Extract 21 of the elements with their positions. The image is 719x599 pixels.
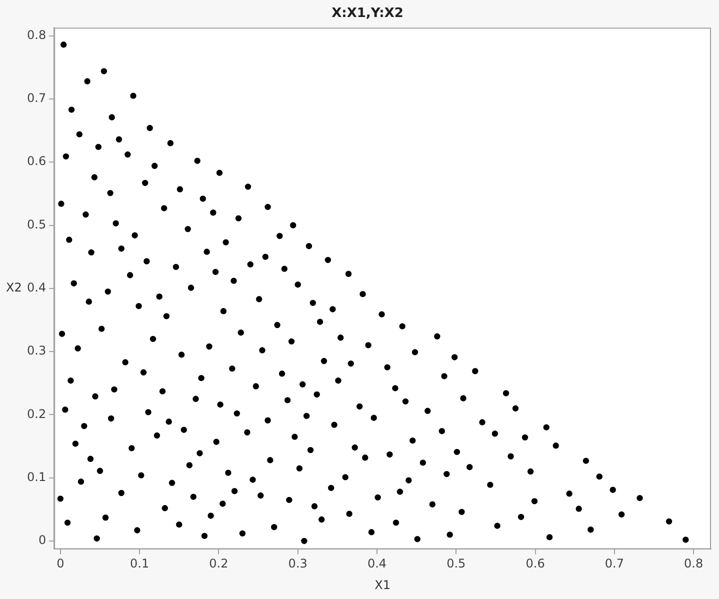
chart-title: X:X1,Y:X2 (332, 6, 404, 22)
x-tick-label: 0.5 (446, 556, 466, 571)
y-tick-label: 0.3 (26, 344, 46, 358)
y-axis-title: X2 (6, 280, 22, 295)
y-tick-label: 0.7 (26, 91, 46, 106)
x-tick-label: 0 (56, 556, 64, 571)
y-tick-label: 0.2 (26, 406, 46, 421)
x-tick-label: 0.3 (288, 556, 308, 571)
y-tick-label: 0 (38, 533, 46, 548)
x-axis-title: X1 (374, 578, 390, 592)
x-tick-label: 0.4 (367, 556, 387, 571)
x-tick-label: 0.7 (604, 556, 624, 571)
x-tick-label: 0.6 (526, 556, 545, 571)
y-tick-label: 0.8 (26, 28, 46, 42)
y-tick-label: 0.5 (26, 217, 46, 232)
y-tick-label: 0.6 (26, 154, 46, 168)
y-tick-label: 0.4 (26, 280, 46, 295)
x-tick-label: 0.8 (684, 556, 704, 571)
y-tick-label: 0.1 (26, 470, 46, 484)
x-tick-label: 0.2 (209, 556, 228, 571)
x-tick-label: 0.1 (130, 556, 150, 571)
